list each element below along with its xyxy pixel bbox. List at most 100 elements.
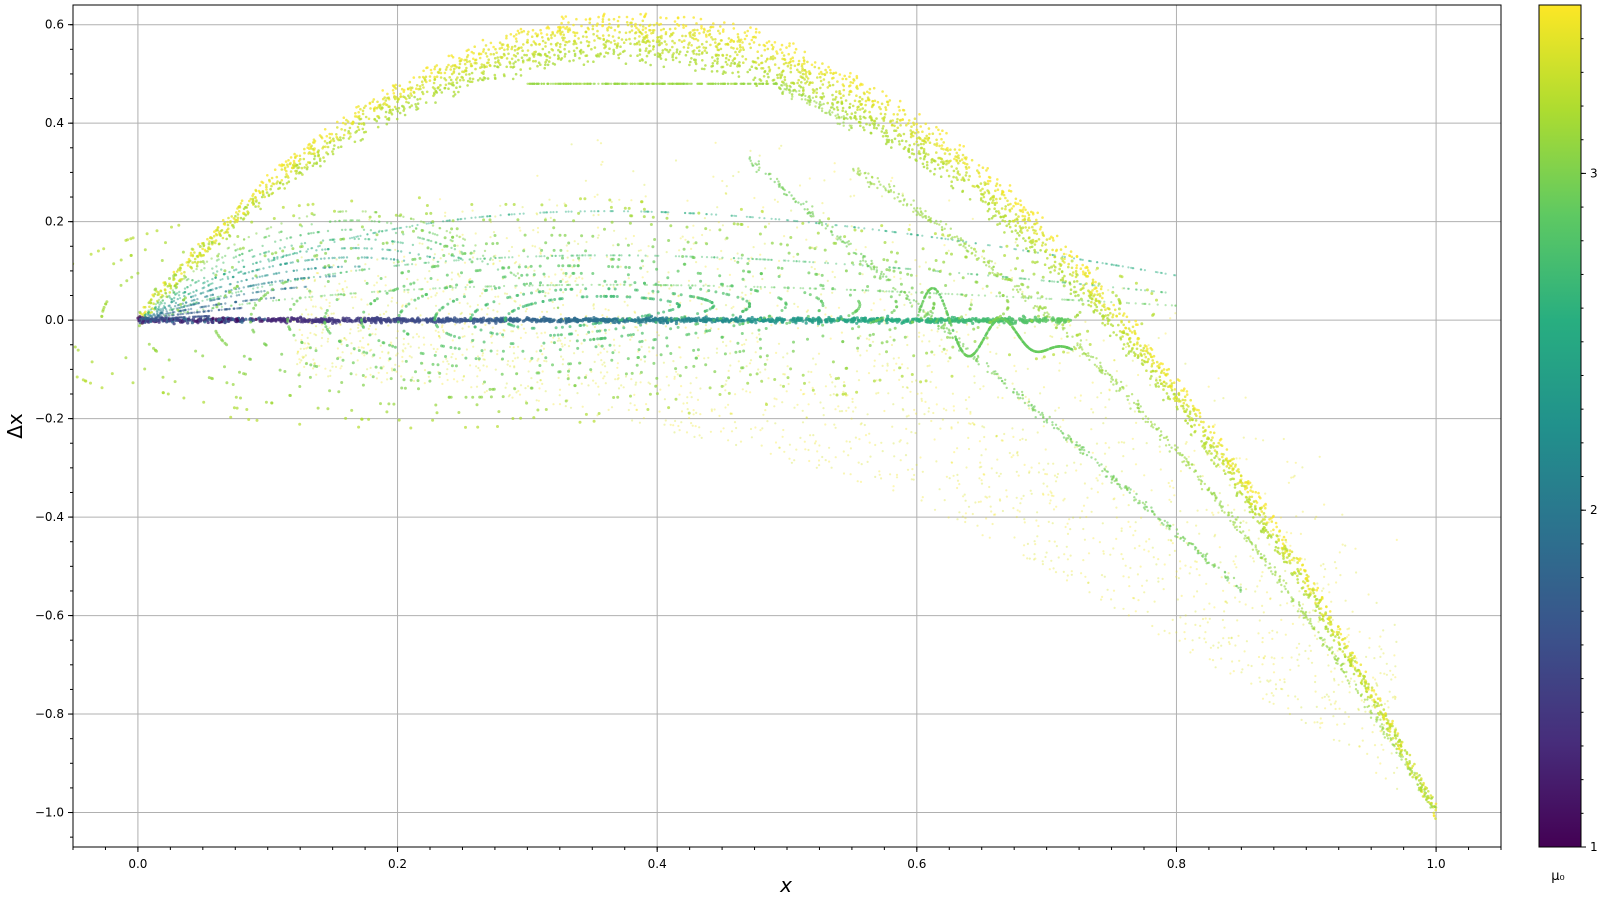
scatter-point	[548, 288, 551, 291]
scatter-point	[619, 265, 622, 268]
scatter-point	[1055, 545, 1058, 548]
scatter-point	[452, 90, 456, 94]
scatter-point	[921, 139, 924, 142]
scatter-point	[1238, 457, 1241, 460]
scatter-point	[367, 343, 370, 346]
scatter-point	[578, 259, 581, 262]
scatter-point	[435, 292, 438, 295]
scatter-point	[327, 337, 330, 340]
scatter-point	[1271, 533, 1275, 536]
scatter-point	[1217, 641, 1220, 644]
scatter-point	[886, 103, 890, 107]
scatter-point	[783, 78, 787, 82]
scatter-point	[694, 69, 697, 72]
scatter-point	[218, 233, 222, 236]
scatter-point	[1318, 618, 1322, 621]
scatter-point	[332, 312, 335, 315]
scatter-point	[513, 365, 516, 368]
scatter-point	[1163, 629, 1166, 633]
scatter-point	[497, 295, 500, 298]
scatter-point	[444, 68, 448, 71]
scatter-point	[385, 122, 389, 126]
scatter-point	[236, 216, 240, 220]
scatter-point	[369, 107, 372, 110]
scatter-point	[1058, 362, 1061, 365]
scatter-point	[404, 347, 407, 350]
scatter-point	[669, 423, 672, 426]
scatter-point	[426, 280, 429, 283]
scatter-point	[737, 75, 741, 78]
scatter-point	[1124, 345, 1128, 349]
scatter-point	[730, 307, 733, 310]
scatter-point	[469, 305, 472, 308]
scatter-point	[1053, 269, 1056, 272]
scatter-point	[1045, 551, 1048, 554]
scatter-point	[331, 152, 335, 156]
scatter-point	[875, 127, 878, 130]
scatter-point	[1188, 410, 1192, 414]
scatter-point	[838, 410, 842, 413]
scatter-point	[1122, 343, 1126, 346]
scatter-point	[724, 56, 728, 60]
scatter-point	[1011, 427, 1014, 430]
scatter-point	[641, 28, 645, 32]
scatter-point	[535, 332, 538, 335]
scatter-point	[1091, 278, 1095, 282]
scatter-point	[1313, 595, 1316, 598]
scatter-point	[704, 283, 707, 286]
scatter-point	[742, 61, 745, 64]
scatter-point	[662, 361, 666, 364]
scatter-point	[914, 259, 917, 262]
scatter-point	[363, 354, 366, 357]
scatter-point	[849, 447, 853, 450]
scatter-point	[518, 263, 521, 266]
scatter-point	[665, 16, 668, 20]
scatter-point	[724, 71, 727, 74]
scatter-point	[349, 135, 352, 138]
scatter-point	[415, 307, 418, 310]
scatter-point	[432, 91, 436, 95]
scatter-point	[234, 214, 237, 218]
scatter-point	[868, 123, 872, 127]
scatter-point	[537, 61, 541, 64]
scatter-point	[842, 94, 845, 97]
scatter-point	[956, 518, 959, 521]
scatter-point	[986, 343, 990, 346]
scatter-point	[1337, 631, 1341, 634]
scatter-point	[708, 229, 712, 232]
scatter-point	[456, 244, 459, 247]
scatter-point	[368, 324, 372, 327]
scatter-point	[1016, 452, 1019, 455]
scatter-point	[932, 411, 935, 415]
scatter-point	[886, 100, 890, 104]
scatter-point	[409, 92, 413, 95]
scatter-point	[348, 126, 352, 130]
scatter-point	[402, 343, 405, 346]
scatter-point	[1191, 639, 1194, 642]
scatter-point	[438, 88, 442, 92]
scatter-point	[1150, 375, 1153, 378]
scatter-point	[395, 354, 398, 357]
scatter-point	[549, 254, 553, 257]
scatter-point	[915, 159, 918, 162]
scatter-point	[1323, 503, 1326, 506]
scatter-point	[1168, 632, 1171, 635]
scatter-point	[859, 423, 862, 426]
scatter-point	[189, 254, 193, 257]
scatter-point	[1053, 540, 1056, 543]
scatter-point	[721, 340, 725, 344]
scatter-point	[539, 379, 542, 382]
scatter-point	[1100, 598, 1103, 601]
scatter-point	[962, 495, 965, 498]
scatter-point	[917, 130, 920, 134]
scatter-point	[673, 41, 676, 45]
scatter-point	[323, 285, 327, 288]
scatter-point	[951, 186, 955, 190]
scatter-point	[724, 383, 727, 386]
scatter-point	[375, 377, 378, 380]
scatter-point	[704, 64, 707, 67]
scatter-point	[939, 175, 943, 178]
scatter-point	[725, 379, 728, 382]
scatter-point	[896, 126, 900, 130]
scatter-point	[984, 448, 987, 451]
